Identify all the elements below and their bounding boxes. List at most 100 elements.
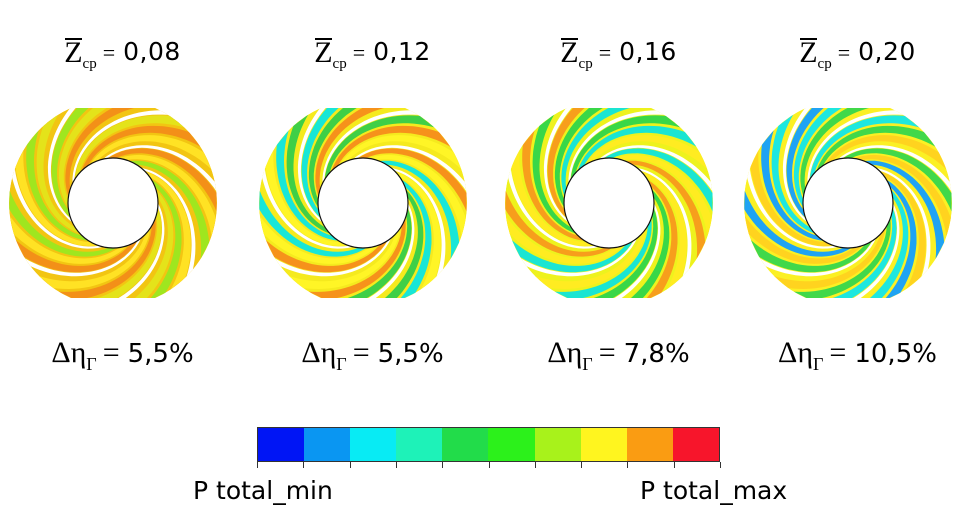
impeller-blade <box>782 108 814 223</box>
impeller-blade <box>543 108 575 223</box>
pressure-band <box>786 108 834 219</box>
impeller-blade <box>297 108 329 223</box>
case-panel-4: Zср = 0,20 ΔηГ = 10,5% <box>735 0 980 390</box>
pressure-band <box>340 135 462 170</box>
legend-max-label: P total_max <box>640 476 788 505</box>
efficiency-equals: = <box>598 336 616 369</box>
color-scale-tick <box>720 462 721 468</box>
pressure-band <box>144 171 191 290</box>
color-scale-tick <box>257 462 258 468</box>
efficiency-symbol: Δη <box>301 336 337 369</box>
color-scale-tick <box>627 462 629 468</box>
z-subscript: ср <box>82 56 97 72</box>
pressure-band <box>640 171 687 290</box>
pressure-band <box>9 190 117 257</box>
pressure-band <box>394 171 441 290</box>
case-panel-2: Zср = 0,12 ΔηГ = 5,5% <box>250 0 495 390</box>
case-panel-1: Zср = 0,08 ΔηГ = 5,5% <box>0 0 245 390</box>
z-symbol: Z <box>799 36 818 69</box>
impeller-blade <box>141 167 196 277</box>
pressure-band <box>554 108 620 208</box>
pressure-band <box>65 108 149 197</box>
impeller-blade <box>760 238 877 277</box>
pressure-band <box>276 130 339 241</box>
pressure-band <box>570 115 681 180</box>
pressure-band <box>357 148 467 212</box>
pressure-band <box>331 125 451 171</box>
color-scale-swatch <box>626 428 673 461</box>
impeller-blade <box>637 167 692 277</box>
color-scale-tick <box>581 462 583 468</box>
pressure-band <box>259 215 378 264</box>
pressure-band <box>265 150 349 247</box>
pressure-band <box>36 114 81 234</box>
color-scale-swatch <box>396 428 443 461</box>
pressure-band <box>547 108 595 219</box>
z-equals: = <box>837 40 851 65</box>
color-scale-tick <box>488 462 490 468</box>
pressure-band <box>825 135 947 170</box>
color-scale-tick <box>534 462 536 468</box>
pressure-band <box>577 125 697 171</box>
impeller-blade <box>275 238 392 277</box>
color-scale-ticks <box>257 462 721 468</box>
impeller-blade <box>876 167 931 277</box>
pressure-band <box>38 228 151 289</box>
color-scale-swatch <box>488 428 535 461</box>
efficiency-subscript: Г <box>582 354 593 374</box>
pressure-band <box>259 190 367 257</box>
pressure-band <box>511 240 634 273</box>
impeller-hub <box>802 157 894 249</box>
pressure-band <box>331 207 412 298</box>
pressure-band <box>771 114 816 234</box>
pressure-band <box>842 148 952 212</box>
z-label: Zср = 0,20 <box>735 36 980 73</box>
color-scale-tick <box>395 462 397 468</box>
z-equals: = <box>352 40 366 65</box>
pressure-band <box>793 108 859 208</box>
color-scale-swatch <box>304 428 351 461</box>
pressure-band <box>373 189 424 298</box>
pressure-band <box>614 154 712 237</box>
color-scale-swatch <box>534 428 581 461</box>
pressure-band <box>800 108 884 197</box>
pressure-band <box>761 130 824 241</box>
impeller-blade <box>521 238 638 277</box>
pressure-band <box>809 115 920 180</box>
efficiency-value: 7,8% <box>623 339 690 369</box>
pressure-band <box>26 130 89 241</box>
impeller-blade <box>47 108 79 223</box>
pressure-band <box>750 150 834 247</box>
color-scale-swatch <box>672 428 719 461</box>
impeller-pressure-map <box>505 108 713 298</box>
pressure-band <box>744 215 863 264</box>
efficiency-equals: = <box>352 336 370 369</box>
impeller-pressure-map <box>9 108 217 298</box>
pressure-band <box>619 189 670 298</box>
case-panel-3: Zср = 0,16 ΔηГ = 7,8% <box>496 0 741 390</box>
pressure-band <box>398 179 432 298</box>
pressure-band <box>58 108 124 208</box>
pressure-band <box>265 240 388 273</box>
z-subscript: ср <box>817 56 832 72</box>
efficiency-label: ΔηГ = 7,8% <box>496 336 741 375</box>
pressure-band <box>744 190 852 257</box>
pressure-band <box>625 160 706 259</box>
pressure-band <box>532 114 577 234</box>
pressure-band <box>9 215 128 264</box>
pressure-band <box>148 179 182 298</box>
pressure-band <box>51 108 99 219</box>
pressure-band <box>603 148 713 212</box>
pressure-band <box>773 228 886 289</box>
efficiency-symbol: Δη <box>547 336 583 369</box>
pressure-band <box>511 150 595 247</box>
z-symbol: Z <box>560 36 579 69</box>
pressure-band <box>129 160 210 259</box>
impeller-pressure-map <box>259 108 467 298</box>
pressure-band <box>81 125 201 171</box>
z-subscript: ср <box>578 56 593 72</box>
z-value: 0,16 <box>619 37 677 66</box>
pressure-band <box>505 190 613 257</box>
z-label: Zср = 0,08 <box>0 36 245 73</box>
impeller-blade <box>25 238 142 277</box>
